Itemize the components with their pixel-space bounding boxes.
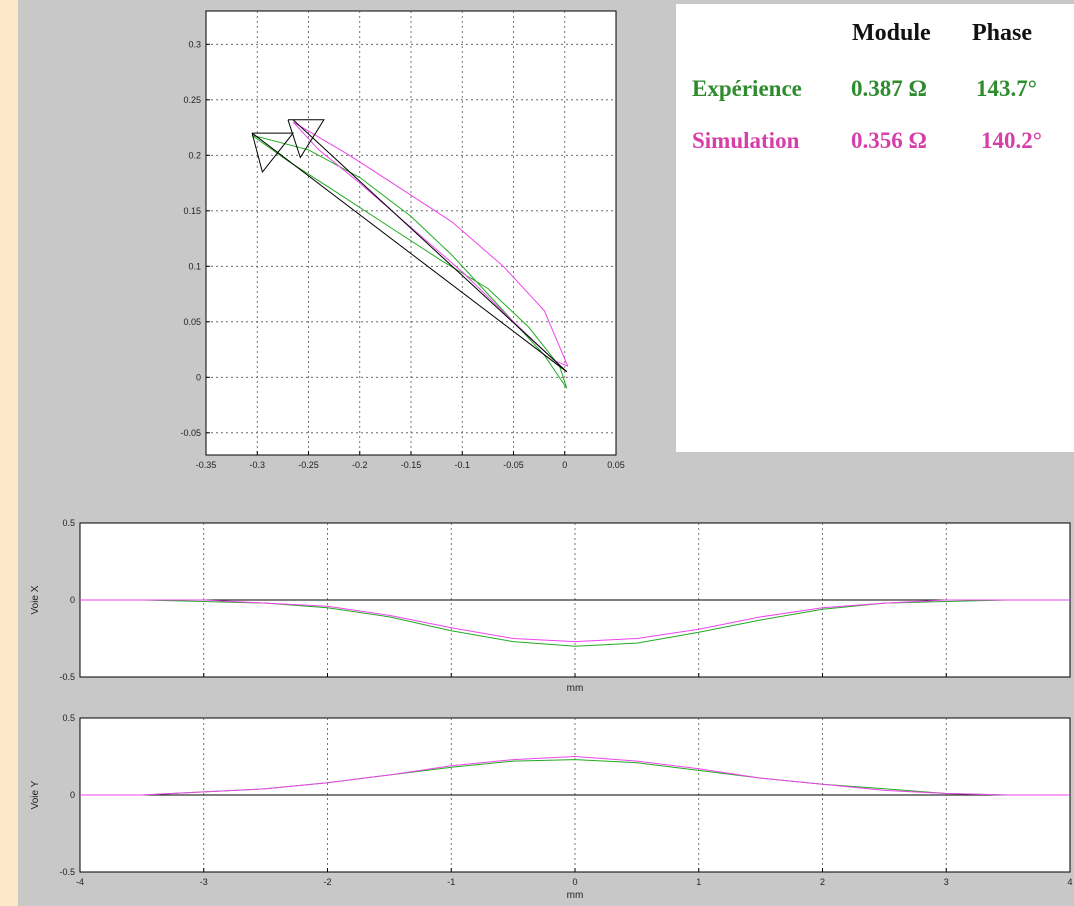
voie-y-series-magenta-2 xyxy=(80,755,1070,796)
x-tick-label: -0.25 xyxy=(298,460,319,470)
simulation-phase: 140.2° xyxy=(981,128,1042,153)
x-tick-label: -3 xyxy=(200,877,208,887)
x-tick-label: -0.3 xyxy=(249,460,265,470)
y-tick-label: 0 xyxy=(70,595,75,605)
voie-x-series-magenta-2 xyxy=(80,599,1070,643)
y-tick-label: 0.5 xyxy=(62,713,75,723)
x-axis-label: mm xyxy=(567,890,584,901)
voie-x-chart: -0.5 0 0.5 mm Voie X xyxy=(30,518,1071,694)
x-tick-label: 3 xyxy=(944,877,949,887)
lissajous-series-black-3 xyxy=(292,119,568,373)
lissajous-chart: -0.35 -0.3 -0.25 -0.2 -0.15 -0.1 -0.05 0 0.05 -0.… xyxy=(180,10,625,470)
x-tick-label: 2 xyxy=(820,877,825,887)
header-module: Module xyxy=(852,20,931,46)
x-tick-label: -0.35 xyxy=(196,460,217,470)
y-tick-label: 0 xyxy=(196,372,201,382)
x-tick-label: -4 xyxy=(76,877,84,887)
y-tick-label: 0.15 xyxy=(183,206,201,216)
experience-phase: 143.7° xyxy=(976,76,1037,101)
header-phase: Phase xyxy=(972,20,1032,46)
x-tick-label: 1 xyxy=(696,877,701,887)
y-tick-label: 0.2 xyxy=(188,150,201,160)
y-tick-label: 0.25 xyxy=(183,95,201,105)
x-tick-label: -0.05 xyxy=(503,460,524,470)
y-tick-label: 0.05 xyxy=(183,317,201,327)
lissajous-series-black-4 xyxy=(251,132,295,174)
lissajous-series-magenta-1 xyxy=(292,121,569,367)
y-tick-label: -0.05 xyxy=(180,428,201,438)
x-tick-label: -0.2 xyxy=(352,460,368,470)
y-tick-label: 0 xyxy=(70,790,75,800)
x-tick-label: 0.05 xyxy=(607,460,625,470)
x-tick-label: 0 xyxy=(562,460,567,470)
voie-y-chart: -4 -3 -2 -1 0 1 2 3 4 -0.5 0 0.5 mm Voie Y xyxy=(30,713,1073,901)
experience-module: 0.387 Ω xyxy=(851,76,927,101)
y-tick-label: 0.3 xyxy=(188,39,201,49)
x-axis-label: mm xyxy=(567,683,584,694)
x-tick-label: 4 xyxy=(1067,877,1072,887)
simulation-module: 0.356 Ω xyxy=(851,128,927,153)
left-strip xyxy=(0,0,18,906)
simulation-label: Simulation xyxy=(692,128,800,153)
x-tick-label: -1 xyxy=(447,877,455,887)
lissajous-series-black-5 xyxy=(287,119,325,159)
x-tick-label: 0 xyxy=(572,877,577,887)
info-panel: Module Phase Expérience 0.387 Ω 143.7° S… xyxy=(676,4,1074,452)
experience-label: Expérience xyxy=(692,76,802,101)
y-axis-label: Voie Y xyxy=(30,780,41,809)
lissajous-series-black-2 xyxy=(251,132,568,373)
y-tick-label: 0.1 xyxy=(188,261,201,271)
y-tick-label: -0.5 xyxy=(59,867,75,877)
y-tick-label: 0.5 xyxy=(62,518,75,528)
x-tick-label: -2 xyxy=(323,877,331,887)
lissajous-series-green-0 xyxy=(251,134,568,389)
x-tick-label: -0.15 xyxy=(401,460,422,470)
x-tick-label: -0.1 xyxy=(454,460,470,470)
y-tick-label: -0.5 xyxy=(59,672,75,682)
y-axis-label: Voie X xyxy=(30,585,41,614)
